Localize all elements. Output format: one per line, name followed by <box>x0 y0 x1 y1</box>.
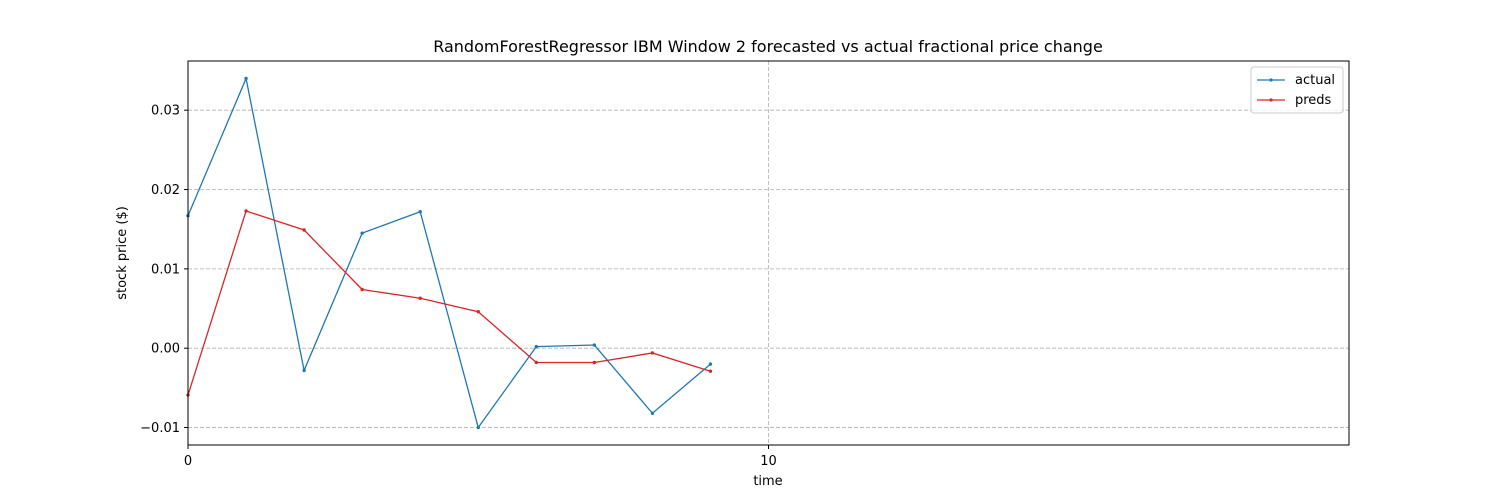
data-point-preds <box>244 209 248 213</box>
data-point-actual <box>476 425 480 430</box>
data-point-preds <box>360 287 364 292</box>
data-point-actual <box>534 344 538 349</box>
x-axis-ticks: 0 10 <box>184 445 777 469</box>
chart-title: RandomForestRegressor IBM Window 2 forec… <box>433 37 1103 56</box>
y-axis-label: stock price ($) <box>115 206 130 300</box>
legend-label-actual: actual <box>1295 73 1335 88</box>
grid-lines <box>187 61 1349 445</box>
data-point-actual <box>708 362 713 366</box>
x-tick-label: 10 <box>760 454 777 469</box>
legend-marker-preds <box>1269 98 1273 102</box>
y-tick-label: 0.00 <box>151 342 180 357</box>
series-actual <box>186 76 713 430</box>
legend: actual preds <box>1250 66 1344 114</box>
data-point-actual <box>592 343 597 347</box>
legend-box <box>1250 66 1344 114</box>
x-axis-label: time <box>753 474 782 489</box>
data-point-preds <box>592 360 597 365</box>
data-point-actual <box>244 76 248 81</box>
series-preds <box>186 209 713 397</box>
x-tick-label: 0 <box>184 454 192 469</box>
data-point-preds <box>302 228 306 232</box>
data-point-preds <box>708 369 713 373</box>
series-layer <box>186 76 713 430</box>
y-tick-label: −0.01 <box>140 421 180 436</box>
legend-label-preds: preds <box>1295 93 1332 108</box>
y-tick-label: 0.03 <box>151 104 180 119</box>
y-tick-label: 0.02 <box>151 183 180 198</box>
legend-marker-actual <box>1269 78 1273 82</box>
data-point-actual <box>418 210 422 214</box>
data-point-preds <box>418 296 422 300</box>
series-line-preds <box>187 210 711 396</box>
series-line-actual <box>187 76 711 430</box>
data-point-actual <box>650 411 655 415</box>
data-point-preds <box>534 360 538 365</box>
y-tick-label: 0.01 <box>151 262 180 277</box>
y-axis-ticks: −0.01 0.00 0.01 0.02 0.03 <box>140 104 188 436</box>
data-point-actual <box>360 231 364 235</box>
data-point-preds <box>650 351 655 355</box>
data-point-preds <box>476 310 480 314</box>
data-point-actual <box>302 368 306 373</box>
